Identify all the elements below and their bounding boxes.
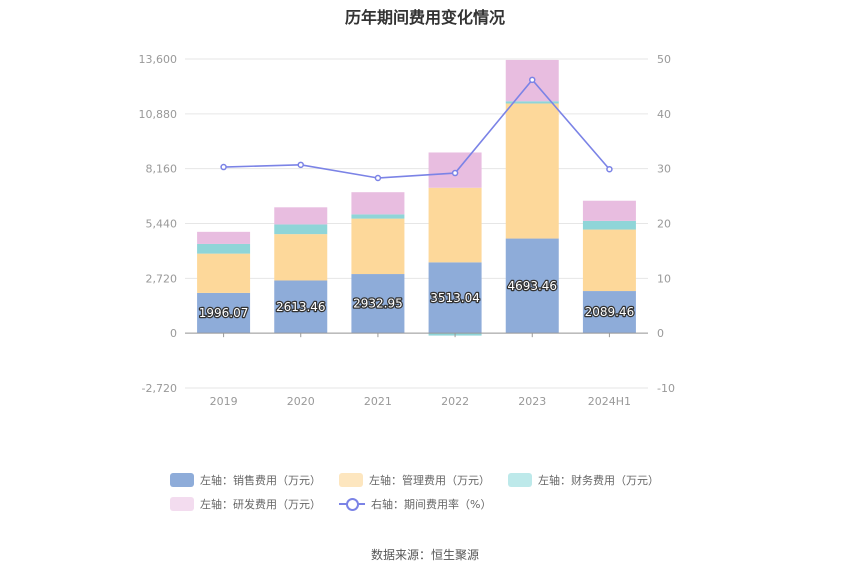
y-left-tick-label: 0 — [170, 327, 177, 340]
legend-item[interactable]: 左轴：研发费用（万元） — [170, 496, 321, 512]
legend-swatch — [339, 473, 363, 487]
rate-point — [529, 76, 536, 84]
bar-segment-s3-c2 — [351, 192, 405, 215]
bar-segment-s3-c5 — [582, 200, 636, 221]
source-note: 数据来源：恒生聚源 — [370, 548, 479, 562]
y-left-tick-label: 2,720 — [146, 272, 178, 285]
bar-data-label: 2089.46 — [585, 305, 635, 319]
legend-swatch — [508, 473, 532, 487]
bar-data-label: 1996.07 — [199, 306, 249, 320]
bar-segment-s2-c2 — [351, 214, 405, 219]
bar-data-label: 3513.04 — [430, 291, 480, 305]
x-tick-label: 2020 — [287, 395, 315, 408]
rate-point — [374, 174, 382, 182]
legend-line-marker — [339, 497, 365, 511]
bar-segment-s0-c2 — [351, 274, 405, 334]
bar-segment-s2-c4 — [505, 101, 559, 104]
y-right-tick-label: 40 — [657, 108, 671, 121]
y-right-tick-label: 0 — [657, 327, 664, 340]
legend-item[interactable]: 左轴：销售费用（万元） — [170, 472, 321, 488]
bar-data-label: 4693.46 — [507, 279, 557, 293]
y-right-tick-label: 30 — [657, 163, 671, 176]
bar-segment-s3-c0 — [197, 231, 251, 244]
legend-item[interactable]: 左轴：财务费用（万元） — [508, 472, 659, 488]
bar-segment-s1-c2 — [351, 218, 405, 275]
rate-line — [223, 78, 611, 179]
y-right-tick-label: -10 — [657, 382, 675, 395]
x-tick-label: 2022 — [441, 395, 469, 408]
legend: 左轴：销售费用（万元） 左轴：管理费用（万元） 左轴：财务费用（万元） 左轴：研发费用… — [170, 472, 690, 512]
legend-label: 左轴：管理费用（万元） — [369, 474, 490, 487]
y-left-tick-label: 13,600 — [139, 53, 178, 66]
y-left-tick-label: 10,880 — [139, 108, 178, 121]
legend-item[interactable]: 左轴：管理费用（万元） — [339, 472, 490, 488]
legend-label: 左轴：研发费用（万元） — [200, 498, 321, 511]
legend-swatch — [170, 497, 194, 511]
x-tick-label: 2019 — [210, 395, 238, 408]
legend-label: 右轴：期间费用率（%） — [371, 498, 492, 511]
bar-segment-s2-c0 — [197, 243, 251, 254]
bar-segment-s3-c1 — [274, 207, 328, 225]
y-right-tick-label: 50 — [657, 53, 671, 66]
rate-point — [220, 163, 227, 171]
legend-label: 左轴：销售费用（万元） — [200, 474, 321, 487]
bar-data-label: 2613.46 — [276, 300, 326, 314]
y-left-tick-label: 8,160 — [146, 163, 178, 176]
legend-label: 左轴：财务费用（万元） — [538, 474, 659, 487]
y-right-tick-label: 10 — [657, 272, 671, 285]
chart-title: 历年期间费用变化情况 — [344, 8, 505, 27]
bar-segment-s1-c4 — [505, 103, 559, 239]
rate-point — [297, 161, 304, 169]
y-right-tick-label: 20 — [657, 218, 671, 231]
bar-segment-s2-c1 — [274, 224, 328, 235]
bar-segment-s0-c3 — [428, 262, 482, 334]
x-tick-label: 2024H1 — [588, 395, 631, 408]
legend-swatch — [170, 473, 194, 487]
bar-data-label: 2932.95 — [353, 297, 403, 311]
x-tick-label: 2021 — [364, 395, 392, 408]
bar-segment-s1-c1 — [274, 234, 328, 281]
bar-segment-s0-c5 — [582, 291, 636, 334]
bar-segment-s0-c1 — [274, 280, 328, 334]
bar-segment-s1-c0 — [197, 253, 251, 293]
rate-point — [451, 169, 459, 177]
x-tick-label: 2023 — [518, 395, 546, 408]
bar-segment-s1-c3 — [428, 187, 482, 263]
rate-point — [606, 165, 613, 173]
bar-segment-s1-c5 — [582, 229, 636, 292]
y-left-tick-label: 5,440 — [146, 218, 178, 231]
bar-segment-s2-c5 — [582, 220, 636, 230]
y-left-tick-label: -2,720 — [142, 382, 177, 395]
legend-item[interactable]: 右轴：期间费用率（%） — [339, 496, 491, 512]
bar-segment-s0-c0 — [197, 292, 251, 334]
bar-segment-s0-c4 — [505, 238, 559, 334]
